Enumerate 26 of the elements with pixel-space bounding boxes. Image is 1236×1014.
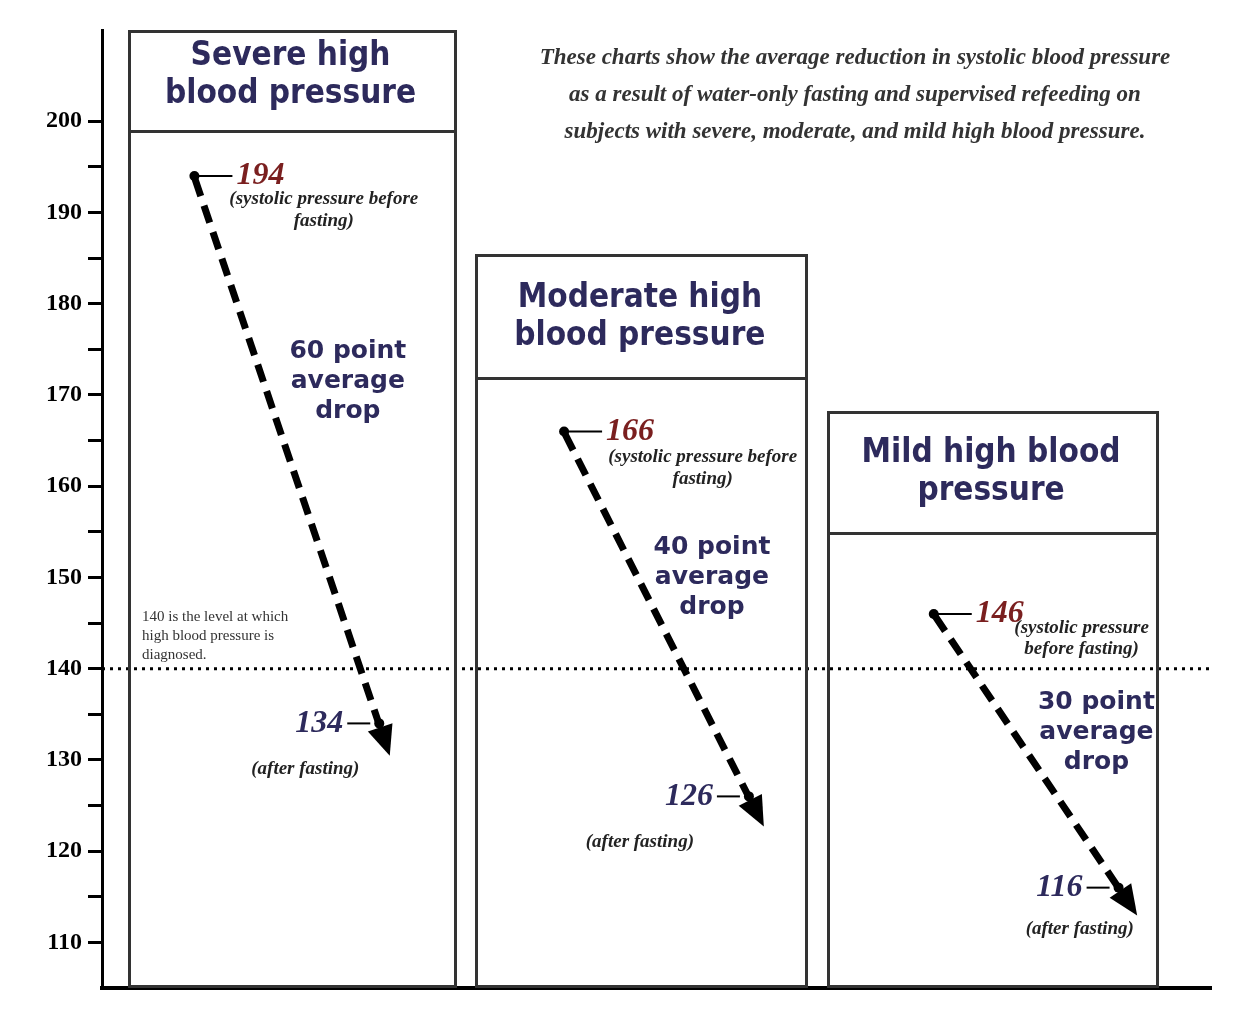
y-tick-label: 130 bbox=[46, 745, 82, 772]
annotation: 30 point average drop bbox=[1037, 686, 1155, 776]
annotation: These charts show the average reduction in systolic blood pressure as a result of water-only fasting and supervised refeeding on subjects with severe, moderate, and mild high blood pressure. bbox=[539, 43, 1171, 143]
annotation: (after fasting) bbox=[251, 756, 360, 779]
y-tick-label: 180 bbox=[46, 288, 82, 315]
annotation: (after fasting) bbox=[585, 829, 694, 852]
y-tick-label: 160 bbox=[46, 471, 82, 498]
data-label: 166 bbox=[606, 410, 655, 447]
ref-line-label: 140 is the level at which high blood pressure is diagnosed. bbox=[142, 608, 289, 663]
annotation: 60 point average drop bbox=[289, 334, 407, 424]
annotation: Severe high blood pressure bbox=[164, 34, 417, 112]
data-label: 134 bbox=[295, 702, 344, 739]
data-label: 126 bbox=[664, 775, 713, 812]
y-tick-label: 190 bbox=[46, 197, 82, 224]
annotation: 40 point average drop bbox=[653, 530, 771, 620]
y-tick-label: 110 bbox=[47, 927, 82, 954]
y-tick-label: 170 bbox=[46, 380, 82, 407]
annotation: (after fasting) bbox=[1025, 916, 1134, 939]
annotation: (systolic pressure before fasting) bbox=[608, 444, 798, 489]
y-tick-label: 140 bbox=[46, 653, 82, 680]
y-tick-label: 150 bbox=[46, 562, 82, 589]
annotation: Mild high blood pressure bbox=[861, 431, 1121, 509]
annotation: Moderate high blood pressure bbox=[514, 275, 766, 353]
data-label: 116 bbox=[1036, 866, 1083, 903]
y-tick-label: 120 bbox=[46, 836, 82, 863]
y-tick-label: 200 bbox=[46, 106, 82, 133]
